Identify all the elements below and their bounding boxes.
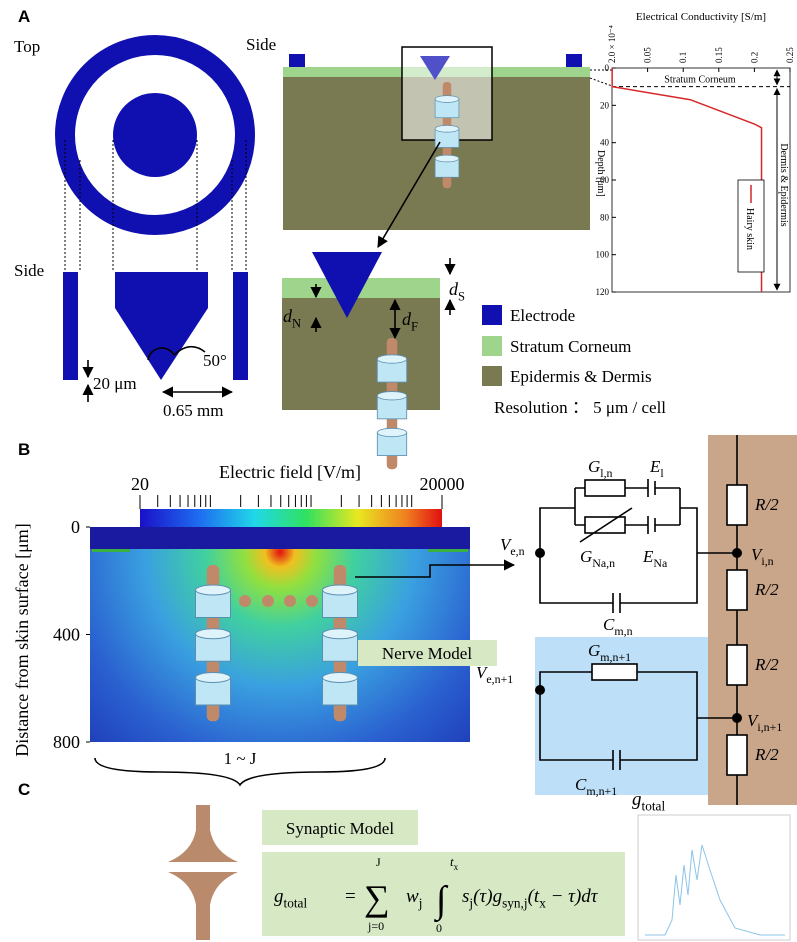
circuit-label: El [649,457,664,480]
legend-label: Electrode [510,306,575,325]
label-part: total [284,896,308,911]
formula: ∑ [364,878,390,918]
panel-label: C [18,780,30,799]
label-part: total [642,799,666,814]
label-part: G [588,457,600,476]
label-part: C [575,775,587,794]
circuit-label: Ve,n [500,535,525,558]
y-tick-label: 400 [53,625,80,645]
label-part: syn,j [502,896,528,911]
annotation: Dermis & Epidermis [778,143,789,226]
label-part: e,n+1 [486,672,513,686]
circuit-label: Ve,n+1 [476,663,513,686]
label-part: F [411,319,418,333]
label-part: Na,n [592,556,615,570]
label-part: g [274,886,284,907]
dimension-label: 0.65 mm [163,401,223,420]
label-part: x [454,862,459,872]
page: { "panel_labels": ["A", "B", "C"], "pane… [0,0,797,942]
circuit-label: Cm,n [603,615,633,638]
label-part: i,n [761,554,773,568]
label-part: (τ)g [473,886,502,907]
y-tick-label: 100 [596,250,610,260]
legend-label: Hairy skin [744,208,755,250]
label-part: − τ)dτ [546,886,599,907]
view-label: Side [246,35,276,54]
x-tick-label: 0.1 [678,52,688,63]
circuit-label: GNa,n [580,547,615,570]
view-label: Side [14,261,44,280]
x-tick-label: 0.25 [785,47,795,63]
formula: = [345,886,356,907]
x-tick-label: 0.2 [749,52,759,63]
colorbar-title: Electric field [V/m] [219,462,361,482]
range-label: 1 ~ J [224,749,257,768]
x-tick-label: 0.05 [643,47,653,63]
dimension-label: dS [449,279,465,303]
label-part: E [649,457,661,476]
view-label: Top [14,37,40,56]
x-tick-label: 0.15 [714,47,724,63]
formula: j=0 [367,919,384,933]
colorbar-tick-label: 20000 [420,474,465,494]
y-tick-label: 800 [53,732,80,752]
axis-label: Depth [μm] [595,150,606,197]
label-part: G [588,641,600,660]
dimension-label: 20 μm [93,374,137,393]
chart-title: Electrical Conductivity [S/m] [636,11,766,23]
synaptic-model-label: Synaptic Model [286,819,394,838]
label-part: l [660,466,664,480]
label-part: S [458,289,465,303]
resolution-label: Resolution ： 5 μm / cell [494,398,666,417]
label-part: m,n+1 [600,650,631,664]
y-tick-label: 0 [71,517,80,537]
label-part: m,n [614,624,632,638]
label-part: l,n [600,466,612,480]
label-part: g [632,789,642,810]
panel-label: A [18,7,30,26]
label-part: s [462,886,469,907]
formula: 0 [436,921,442,935]
annotation: Stratum Corneum [664,75,736,86]
y-tick-label: 20 [600,100,610,110]
y-tick-label: 40 [600,138,610,148]
circuit-label: Gl,n [588,457,613,480]
label-part: (t [528,886,540,907]
label-part: C [603,615,615,634]
label-part: e,n [510,544,524,558]
label-part: w [406,886,419,907]
label-part: Na [653,556,668,570]
circuit-label: R/2 [754,495,779,514]
legend-label: Stratum Corneum [510,337,631,356]
formula: J [376,855,381,869]
label-part: m,n+1 [586,784,617,798]
angle-label: 50° [203,351,227,370]
axis-label: Distance from skin surface [μm] [12,523,32,757]
legend-label: Epidermis & Dermis [510,367,652,386]
synapse-drawing [168,805,790,940]
label-part: j [418,896,423,911]
formula: sj(τ)gsyn,j(tx − τ)dτ [462,886,599,911]
circuit-label: ENa [642,547,668,570]
label-part: E [642,547,654,566]
y-tick-label: 120 [596,287,610,297]
figure: ABCTopSideSide50°20 μm0.65 mmdSdNdFElect… [0,0,797,942]
label-part: G [580,547,592,566]
circuit-label: R/2 [754,745,779,764]
x-tick-label: 2.0 × 10⁻⁴ [607,25,617,63]
electrode-drawing [63,45,248,402]
colorbar [140,509,442,527]
y-tick-label: 80 [600,212,610,222]
nerve-model-label: Nerve Model [382,644,472,663]
label-part: i,n+1 [757,720,782,734]
circuit-label: R/2 [754,580,779,599]
circuit-label: R/2 [754,655,779,674]
label-part: N [292,316,301,330]
colorbar-tick-label: 20 [131,474,149,494]
panel-label: B [18,440,30,459]
y-tick-label: 0 [605,63,610,73]
